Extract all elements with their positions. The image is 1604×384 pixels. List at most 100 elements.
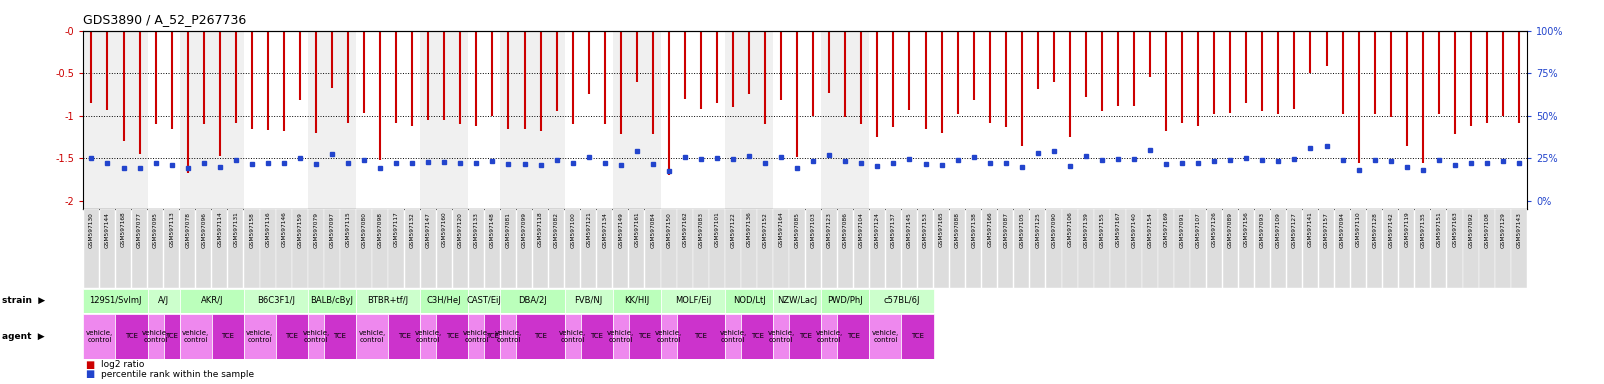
Bar bbox=[1078, 209, 1094, 288]
Bar bbox=[837, 209, 853, 288]
Bar bbox=[1302, 209, 1318, 288]
Bar bbox=[1351, 209, 1367, 288]
Text: GSM597161: GSM597161 bbox=[634, 212, 640, 247]
Bar bbox=[869, 209, 885, 288]
Text: GSM597148: GSM597148 bbox=[489, 212, 496, 248]
Bar bbox=[741, 314, 773, 359]
Text: 129S1/SvImJ: 129S1/SvImJ bbox=[90, 296, 141, 305]
Text: TCE: TCE bbox=[125, 333, 138, 339]
Text: GSM597121: GSM597121 bbox=[585, 212, 592, 247]
Bar bbox=[196, 209, 212, 288]
Text: vehicle,
control: vehicle, control bbox=[560, 330, 585, 343]
Bar bbox=[789, 314, 821, 359]
Text: TCE: TCE bbox=[751, 333, 764, 339]
Text: log2 ratio: log2 ratio bbox=[101, 360, 144, 369]
Bar bbox=[1270, 209, 1286, 288]
Bar bbox=[1126, 209, 1142, 288]
Bar bbox=[869, 31, 934, 209]
Bar bbox=[821, 289, 869, 313]
Bar bbox=[982, 209, 998, 288]
Bar bbox=[1174, 209, 1190, 288]
Text: GSM597124: GSM597124 bbox=[874, 212, 881, 248]
Text: vehicle,
control: vehicle, control bbox=[415, 330, 441, 343]
Text: vehicle,
control: vehicle, control bbox=[359, 330, 385, 343]
Bar bbox=[308, 31, 356, 209]
Text: GSM597136: GSM597136 bbox=[746, 212, 752, 247]
Bar bbox=[901, 209, 917, 288]
Bar bbox=[661, 209, 677, 288]
Text: GSM597107: GSM597107 bbox=[1195, 212, 1201, 248]
Bar bbox=[853, 209, 869, 288]
Text: GSM597169: GSM597169 bbox=[1163, 212, 1169, 247]
Bar bbox=[1014, 209, 1030, 288]
Text: GSM597110: GSM597110 bbox=[1355, 212, 1362, 247]
Text: MOLF/EiJ: MOLF/EiJ bbox=[675, 296, 711, 305]
Bar bbox=[164, 209, 180, 288]
Text: GSM597158: GSM597158 bbox=[249, 212, 255, 248]
Bar bbox=[565, 209, 581, 288]
Bar bbox=[597, 209, 613, 288]
Text: GSM597103: GSM597103 bbox=[810, 212, 816, 248]
Bar bbox=[340, 209, 356, 288]
Bar bbox=[1254, 209, 1270, 288]
Bar bbox=[1286, 209, 1302, 288]
Text: GSM597140: GSM597140 bbox=[1131, 212, 1137, 248]
Text: vehicle,
control: vehicle, control bbox=[143, 330, 168, 343]
Bar bbox=[773, 31, 821, 209]
Bar bbox=[420, 209, 436, 288]
Bar bbox=[388, 209, 404, 288]
Text: GSM597142: GSM597142 bbox=[1387, 212, 1394, 248]
Text: GSM597108: GSM597108 bbox=[1484, 212, 1490, 248]
Bar bbox=[565, 314, 581, 359]
Text: GSM597084: GSM597084 bbox=[650, 212, 656, 248]
Text: GSM597083: GSM597083 bbox=[698, 212, 704, 248]
Text: GSM597153: GSM597153 bbox=[922, 212, 929, 248]
Text: GSM597156: GSM597156 bbox=[1243, 212, 1250, 247]
Bar bbox=[869, 314, 901, 359]
Bar bbox=[1511, 209, 1527, 288]
Bar bbox=[99, 209, 115, 288]
Text: vehicle,
control: vehicle, control bbox=[816, 330, 842, 343]
Bar bbox=[1222, 209, 1238, 288]
Bar bbox=[677, 314, 725, 359]
Bar bbox=[709, 209, 725, 288]
Text: vehicle,
control: vehicle, control bbox=[608, 330, 634, 343]
Text: GSM597117: GSM597117 bbox=[393, 212, 399, 247]
Bar bbox=[565, 289, 613, 313]
Text: CAST/EiJ: CAST/EiJ bbox=[467, 296, 502, 305]
Text: NOD/LtJ: NOD/LtJ bbox=[733, 296, 765, 305]
Bar bbox=[661, 289, 725, 313]
Text: strain  ▶: strain ▶ bbox=[2, 296, 45, 305]
Text: GSM597077: GSM597077 bbox=[136, 212, 143, 248]
Bar bbox=[115, 209, 132, 288]
Text: GSM597143: GSM597143 bbox=[1516, 212, 1522, 248]
Bar bbox=[500, 289, 565, 313]
Bar bbox=[725, 31, 773, 209]
Bar bbox=[83, 314, 115, 359]
Text: NZW/LacJ: NZW/LacJ bbox=[776, 296, 818, 305]
Text: GSM597137: GSM597137 bbox=[890, 212, 897, 248]
Text: GSM597097: GSM597097 bbox=[329, 212, 335, 248]
Text: KK/HIJ: KK/HIJ bbox=[624, 296, 650, 305]
Bar bbox=[1335, 209, 1351, 288]
Text: GSM597095: GSM597095 bbox=[152, 212, 159, 248]
Text: GSM597120: GSM597120 bbox=[457, 212, 464, 248]
Text: GSM597096: GSM597096 bbox=[200, 212, 207, 248]
Text: GSM597138: GSM597138 bbox=[970, 212, 977, 248]
Bar bbox=[613, 31, 661, 209]
Bar bbox=[212, 209, 228, 288]
Text: GSM597139: GSM597139 bbox=[1083, 212, 1089, 248]
Text: GSM597105: GSM597105 bbox=[1019, 212, 1025, 248]
Bar bbox=[549, 209, 565, 288]
Bar bbox=[308, 314, 324, 359]
Bar bbox=[356, 31, 420, 209]
Text: GSM597168: GSM597168 bbox=[120, 212, 127, 247]
Bar bbox=[950, 209, 966, 288]
Bar bbox=[645, 209, 661, 288]
Text: GSM597090: GSM597090 bbox=[1051, 212, 1057, 248]
Text: GSM597113: GSM597113 bbox=[168, 212, 175, 247]
Text: GSM597106: GSM597106 bbox=[1067, 212, 1073, 247]
Bar bbox=[500, 314, 516, 359]
Bar bbox=[613, 209, 629, 288]
Bar bbox=[934, 209, 950, 288]
